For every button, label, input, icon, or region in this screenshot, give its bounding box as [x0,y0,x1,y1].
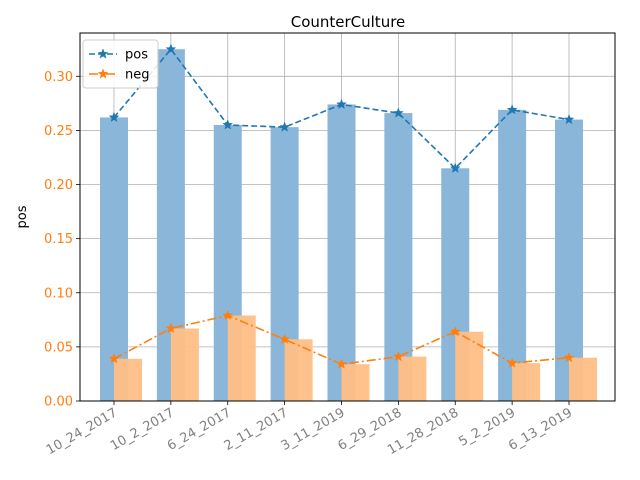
neg-bar [569,357,597,401]
neg-bar [455,331,484,401]
series-lines [108,43,575,369]
neg-bar [341,364,370,401]
pos-bar [327,104,356,401]
y-tick-label: 0.25 [44,124,73,139]
pos-point [165,43,177,54]
legend-label-neg: neg [125,68,150,83]
neg-point [165,322,177,334]
pos-bar [498,109,527,402]
x-tick-label: 10_2_2017 [108,405,177,453]
pos-point [506,104,518,115]
x-tick-label: 3_11_2019 [279,405,348,453]
bars [100,49,597,402]
chart-title: CounterCulture [291,13,406,31]
neg-point [108,353,120,364]
pos-point [449,162,461,173]
legend: pos neg [82,39,159,89]
y-axis-label: pos [15,205,30,228]
y-tick-label: 0.30 [44,70,73,85]
neg-point [392,350,404,362]
neg-bar [512,363,541,401]
pos-point [108,111,120,123]
x-tick-label: 2_11_2017 [222,405,291,453]
y-tick-label: 0.10 [44,286,73,301]
legend-marker-pos [97,48,109,59]
x-tick-label: 6_24_2017 [165,405,234,453]
pos-point [392,107,404,118]
y-tick-label: 0.15 [44,232,73,247]
neg-point [449,326,461,337]
y-tick-label: 0.00 [44,395,73,410]
pos-point [279,121,291,132]
y-axis: 0.00 0.05 0.10 0.15 0.20 0.25 0.30 [44,70,80,410]
y-tick-label: 0.05 [44,340,73,355]
neg-point [563,351,575,363]
neg-point [336,358,347,369]
x-tick-label: 6_13_2019 [506,405,575,453]
pos-point [336,98,347,110]
legend-label-pos: pos [125,48,148,63]
neg-bar [114,358,142,401]
pos-point [563,113,575,125]
plot-frame [79,32,616,402]
y-tick-label: 0.20 [44,178,73,193]
neg-bar [227,315,256,401]
neg-point [222,309,234,321]
neg-point [506,357,518,368]
neg-bar [284,339,313,401]
neg-point [279,333,291,344]
x-axis: 10_24_201710_2_20176_24_20172_11_20173_1… [44,401,575,458]
neg-bar [170,328,199,401]
neg-bar [398,356,427,401]
legend-marker-neg [97,68,109,79]
x-tick-label: 10_24_2017 [44,405,120,458]
pos-point [222,119,234,130]
